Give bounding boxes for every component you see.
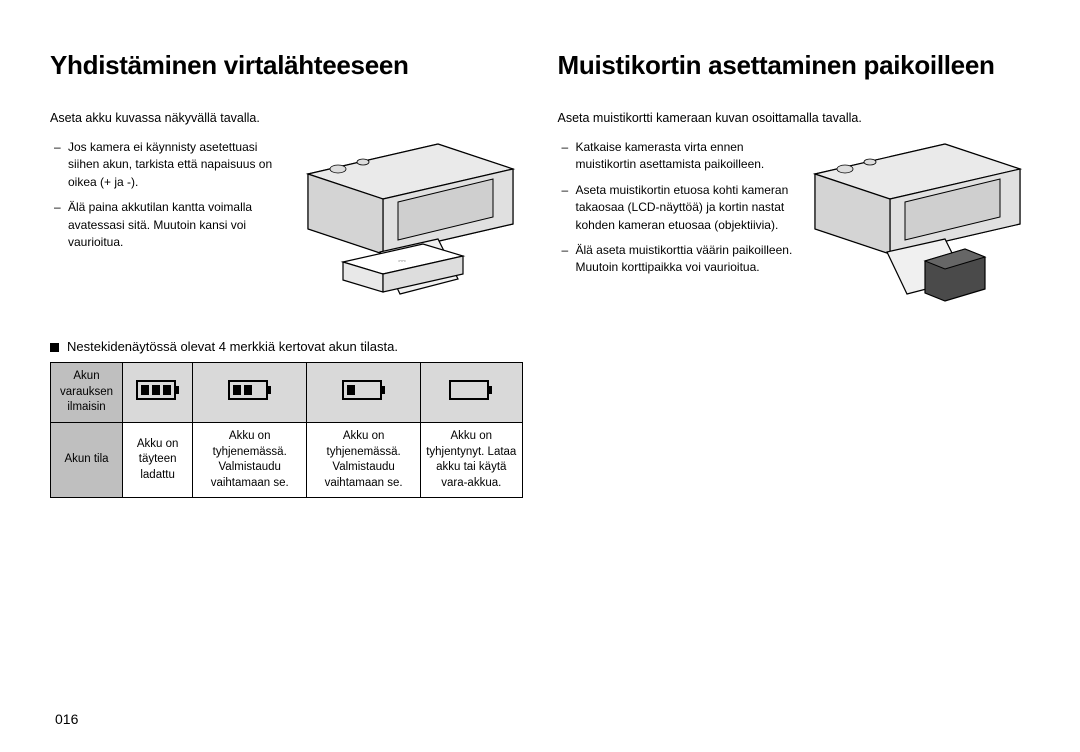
right-bullets: Katkaise kamerasta virta ennen muistikor… [558,139,796,309]
left-content-row: Jos kamera ei käynnisty asetettuasi siih… [50,139,523,309]
page-number: 016 [55,711,78,727]
battery-indicator-cell [421,363,522,423]
table-row-label: Akun varauksen ilmaisin [51,363,123,423]
bullet-item: Jos kamera ei käynnisty asetettuasi siih… [50,139,288,191]
square-bullet-icon [50,343,59,352]
camera-memorycard-illustration [810,139,1030,309]
left-heading: Yhdistäminen virtalähteeseen [50,50,523,81]
right-content-row: Katkaise kamerasta virta ennen muistikor… [558,139,1031,309]
battery-indicator-cell [307,363,421,423]
table-cell: Akku on tyhjenemässä. Valmistaudu vaihta… [193,423,307,498]
left-intro: Aseta akku kuvassa näkyvällä tavalla. [50,111,523,125]
note-text: Nestekidenäytössä olevat 4 merkkiä kerto… [67,339,398,354]
bullet-item: Katkaise kamerasta virta ennen muistikor… [558,139,796,174]
bullet-item: Älä paina akkutilan kantta voimalla avat… [50,199,288,251]
table-cell: Akku on tyhjentynyt. Lataa akku tai käyt… [421,423,522,498]
left-bullets: Jos kamera ei käynnisty asetettuasi siih… [50,139,288,309]
battery-icon-empty [446,377,496,403]
battery-icon-1bar [339,377,389,403]
right-column: Muistikortin asettaminen paikoilleen Ase… [558,50,1031,498]
lcd-note: Nestekidenäytössä olevat 4 merkkiä kerto… [50,339,523,354]
camera-battery-illustration: ⎓ [303,139,523,309]
left-column: Yhdistäminen virtalähteeseen Aseta akku … [50,50,523,498]
bullet-item: Aseta muistikortin etuosa kohti kameran … [558,182,796,234]
table-cell: Akku on tyhjenemässä. Valmistaudu vaihta… [307,423,421,498]
bullet-item: Älä aseta muistikorttia väärin paikoille… [558,242,796,277]
battery-indicator-cell [123,363,193,423]
right-heading: Muistikortin asettaminen paikoilleen [558,50,1031,81]
battery-indicator-cell [193,363,307,423]
right-intro: Aseta muistikortti kameraan kuvan osoitt… [558,111,1031,125]
battery-icon-2bar [225,377,275,403]
table-row-label: Akun tila [51,423,123,498]
battery-status-table: Akun varauksen ilmaisin [50,362,523,498]
battery-icon-full [133,377,183,403]
svg-text:⎓: ⎓ [398,256,406,267]
table-cell: Akku on täyteen ladattu [123,423,193,498]
